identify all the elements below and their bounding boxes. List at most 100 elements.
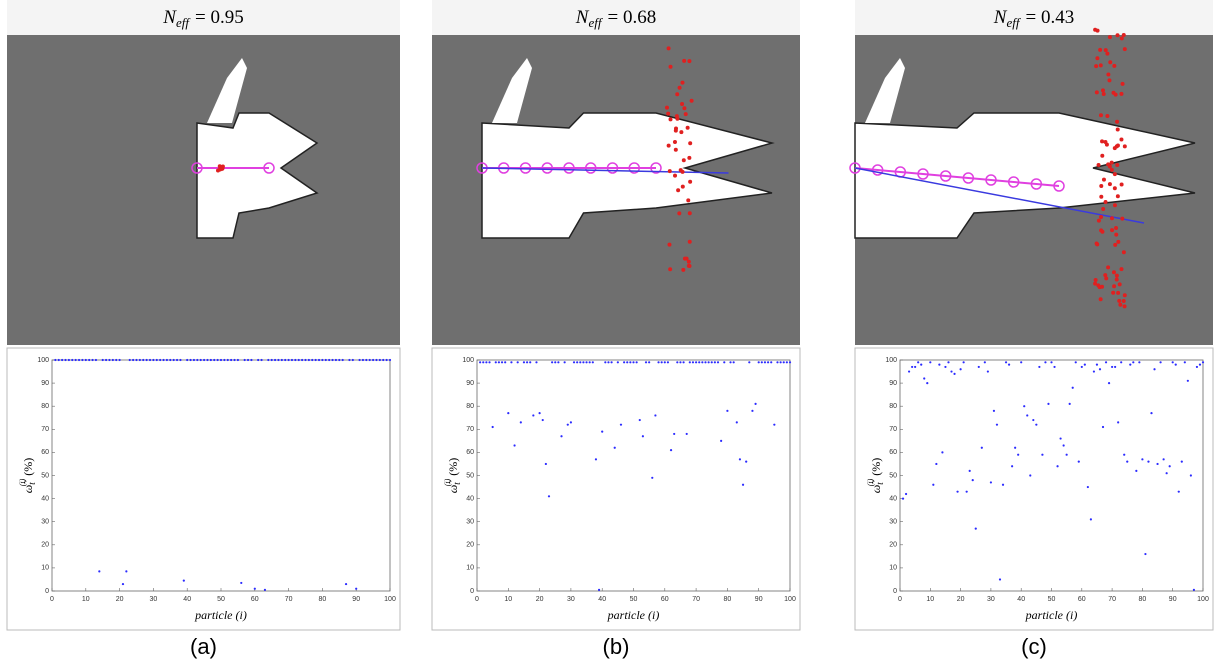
data-point <box>491 425 494 429</box>
data-point <box>962 361 965 364</box>
pose-marker <box>849 162 861 174</box>
particle <box>1122 293 1127 298</box>
data-point <box>182 579 185 582</box>
y-label-superscript: (i) <box>443 478 452 486</box>
data-point <box>111 358 114 362</box>
data-point <box>904 492 908 496</box>
data-point <box>250 358 253 362</box>
data-point <box>554 361 557 364</box>
particle <box>1114 232 1119 237</box>
data-point <box>992 409 996 412</box>
data-point <box>1201 361 1205 364</box>
data-point <box>375 358 378 362</box>
data-point <box>223 358 226 362</box>
pose-marker <box>917 168 929 180</box>
data-point <box>585 361 588 364</box>
data-point <box>1080 365 1083 369</box>
data-point <box>971 479 974 482</box>
data-point <box>983 361 986 364</box>
x-tick-label: 30 <box>567 596 575 603</box>
data-point <box>341 358 344 362</box>
title-value: = 0.95 <box>195 7 244 28</box>
data-point <box>273 358 277 362</box>
pose-marker <box>541 162 553 174</box>
pose-marker <box>650 162 662 174</box>
data-point <box>986 370 989 373</box>
data-point <box>641 435 644 438</box>
data-point <box>169 358 172 362</box>
data-point <box>243 358 246 362</box>
particle <box>683 112 688 117</box>
data-point <box>1071 386 1074 389</box>
particle <box>1121 299 1126 304</box>
particle <box>681 267 686 272</box>
odometry <box>854 167 1145 224</box>
particle <box>1115 33 1120 38</box>
x-tick-label: 60 <box>1078 596 1086 603</box>
data-point <box>1089 518 1092 521</box>
y-label-subscript: t <box>452 482 462 485</box>
data-point <box>980 446 983 449</box>
x-axis-label: particle (i) <box>607 608 660 622</box>
data-point <box>1104 361 1108 364</box>
data-point <box>579 361 582 364</box>
data-point <box>230 358 233 362</box>
particle <box>1116 239 1121 244</box>
particle <box>688 141 693 146</box>
data-point <box>1074 361 1077 364</box>
data-point <box>723 361 726 364</box>
data-point <box>104 358 108 362</box>
particle <box>1114 273 1119 278</box>
data-point <box>1050 361 1053 364</box>
data-point <box>203 358 206 362</box>
particle <box>1094 64 1099 69</box>
particle <box>1111 290 1116 295</box>
data-point <box>67 358 70 362</box>
data-point <box>1095 363 1099 366</box>
data-point <box>175 358 179 362</box>
data-point <box>538 412 541 415</box>
data-point <box>372 358 375 362</box>
particle <box>1117 298 1122 303</box>
y-tick-label: 0 <box>470 588 474 595</box>
y-tick-label: 60 <box>41 449 49 456</box>
particle <box>1115 194 1120 199</box>
data-point <box>54 358 57 362</box>
particle <box>673 173 678 178</box>
data-point <box>1020 361 1023 364</box>
map-free-space <box>854 112 1196 239</box>
data-point <box>216 358 219 362</box>
data-point <box>179 358 182 362</box>
data-point <box>735 421 738 424</box>
data-point <box>1162 458 1165 461</box>
data-point <box>974 527 977 530</box>
panel-title: Neff = 0.95 <box>162 7 243 30</box>
data-point <box>1047 402 1050 405</box>
y-tick-label: 40 <box>889 495 897 502</box>
x-tick-label: 0 <box>898 596 902 603</box>
data-point <box>488 361 491 364</box>
data-point <box>331 358 334 362</box>
panel-title: Neff = 0.43 <box>993 7 1074 30</box>
y-label-superscript: (i) <box>18 478 27 486</box>
data-point <box>155 358 158 362</box>
title-strip <box>432 0 800 35</box>
data-point <box>748 361 751 364</box>
y-label-subscript: t <box>875 482 885 485</box>
particle <box>1105 51 1110 56</box>
data-point <box>358 358 361 362</box>
pose-marker <box>191 162 203 174</box>
data-point <box>623 361 626 364</box>
y-tick-label: 50 <box>889 472 897 479</box>
particle <box>1118 302 1123 307</box>
particle <box>680 80 685 85</box>
data-point <box>84 358 87 362</box>
particle <box>673 128 678 133</box>
data-point <box>344 582 348 586</box>
particle <box>1093 27 1098 32</box>
data-point <box>688 361 691 364</box>
data-point <box>522 361 526 364</box>
particle <box>1098 47 1103 52</box>
data-point <box>998 578 1002 581</box>
data-point <box>1101 425 1105 429</box>
